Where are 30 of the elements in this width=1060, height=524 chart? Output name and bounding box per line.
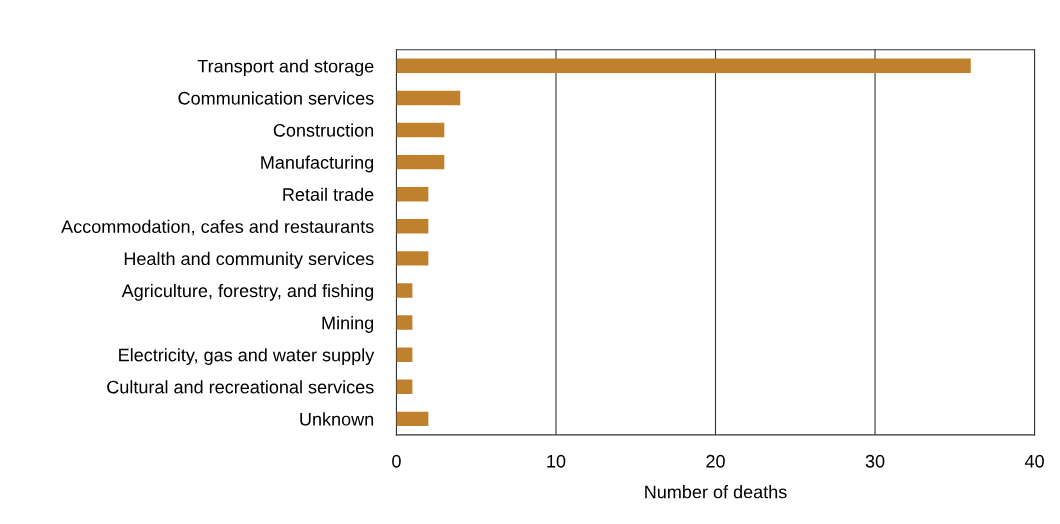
y-tick-label: Cultural and recreational services: [107, 380, 374, 394]
y-tick-label: Transport and storage: [197, 59, 374, 77]
bar: [396, 90, 461, 106]
bar: [396, 122, 445, 138]
y-tick-label: Communication services: [178, 91, 374, 105]
y-tick-label: Accommodation, cafes and restaurants: [61, 219, 374, 236]
y-tick-label: Agriculture, forestry, and fishing: [121, 283, 374, 301]
bar: [396, 283, 413, 298]
y-tick-label: Electricity, gas and water supply: [119, 348, 375, 365]
bar: [396, 58, 971, 74]
y-tick-label: Retail trade: [283, 187, 374, 201]
bar: [396, 347, 413, 362]
x-tick-label: 20: [706, 454, 725, 468]
bar: [396, 379, 413, 394]
y-tick-label: Health and community services: [124, 251, 374, 269]
bar: [396, 154, 445, 170]
bar: [396, 219, 429, 234]
bar: [396, 186, 429, 202]
y-tick-label: Unknown: [300, 412, 374, 426]
x-axis-title: Number of deaths: [645, 485, 787, 499]
y-tick-label: Manufacturing: [261, 155, 374, 173]
x-tick-label: 0: [392, 454, 401, 468]
bar: [396, 411, 429, 427]
x-tick-label: 40: [1024, 454, 1044, 468]
bar: [396, 315, 413, 330]
y-tick-label: Construction: [273, 123, 374, 137]
x-tick-label: 10: [547, 454, 566, 468]
bar: [396, 251, 429, 266]
x-tick-label: 30: [865, 454, 885, 468]
y-tick-label: Mining: [322, 316, 374, 333]
